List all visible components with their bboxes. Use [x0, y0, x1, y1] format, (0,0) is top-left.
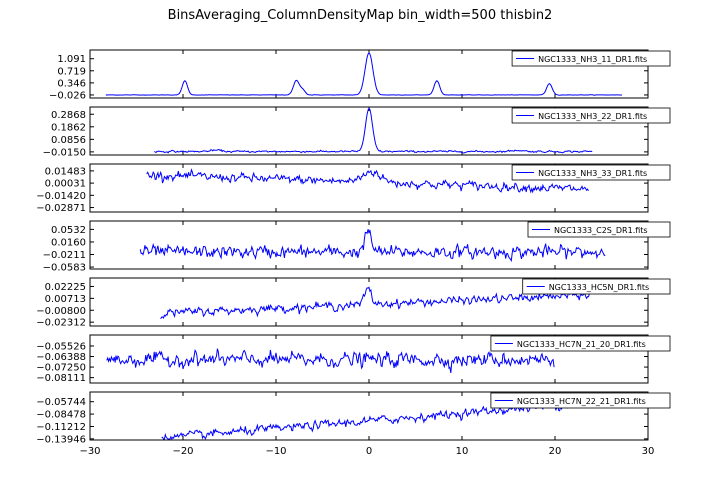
x-tick-label: 10 — [456, 446, 469, 457]
legend-label: NGC1333_NH3_22_DR1.fits — [538, 112, 647, 121]
y-tick-label: −0.05526 — [36, 341, 86, 352]
legend-box — [490, 335, 671, 352]
series-line — [160, 286, 591, 320]
y-tick-label: 0.2868 — [51, 110, 86, 121]
figure-title: BinsAveraging_ColumnDensityMap bin_width… — [167, 8, 553, 23]
legend: NGC1333_HC5N_DR1.fits — [522, 278, 671, 295]
y-tick-label: −0.11212 — [36, 422, 86, 433]
y-tick-label: 0.02225 — [45, 282, 86, 293]
legend: NGC1333_NH3_11_DR1.fits — [511, 50, 671, 67]
legend-box — [511, 164, 671, 181]
y-tick-label: −0.08478 — [36, 410, 86, 421]
legend-label: NGC1333_HC7N_21_20_DR1.fits — [517, 340, 646, 349]
y-tick-label: −0.08111 — [36, 373, 86, 384]
y-tick-label: −0.0150 — [43, 147, 86, 158]
y-tick-label: −0.13946 — [36, 434, 86, 445]
y-tick-label: −0.06388 — [36, 352, 86, 363]
y-tick-label: 0.1862 — [51, 122, 86, 133]
legend: NGC1333_HC7N_21_20_DR1.fits — [490, 335, 671, 352]
y-tick-label: −0.02871 — [36, 203, 86, 214]
legend-box — [511, 50, 671, 67]
y-tick-label: 0.719 — [57, 66, 86, 77]
series-line — [106, 348, 555, 373]
series-line — [153, 107, 593, 154]
legend-label: NGC1333_NH3_11_DR1.fits — [538, 55, 647, 64]
y-tick-label: −0.026 — [49, 90, 86, 101]
y-tick-label: 0.0160 — [51, 237, 86, 248]
y-tick-label: 0.346 — [57, 78, 86, 89]
legend-box — [522, 278, 671, 295]
legend-box — [511, 107, 671, 124]
y-tick-label: 0.00031 — [45, 179, 86, 190]
legend: NGC1333_NH3_33_DR1.fits — [511, 164, 671, 181]
legend: NGC1333_HC7N_22_21_DR1.fits — [490, 392, 671, 409]
y-tick-label: 0.00713 — [45, 294, 86, 305]
x-tick-label: −10 — [265, 446, 286, 457]
y-tick-label: 0.0532 — [51, 225, 86, 236]
series-line — [139, 229, 606, 263]
legend-label: NGC1333_NH3_33_DR1.fits — [538, 169, 647, 178]
x-tick-label: 0 — [366, 446, 372, 457]
x-tick-label: 20 — [549, 446, 562, 457]
legend: NGC1333_NH3_22_DR1.fits — [511, 107, 671, 124]
y-tick-label: 0.0856 — [51, 135, 86, 146]
legend-label: NGC1333_HC5N_DR1.fits — [549, 283, 650, 292]
legend-box — [527, 221, 671, 238]
panel-7: −0.13946−0.11212−0.08478 −0.05744 NGC1333_… — [36, 391, 671, 445]
y-tick-label: −0.0211 — [43, 250, 86, 261]
series-line — [146, 168, 589, 194]
y-tick-label: −0.0583 — [43, 263, 86, 274]
legend: NGC1333_C2S_DR1.fits — [527, 221, 671, 238]
y-tick-label: −0.01420 — [36, 191, 86, 202]
legend-label: NGC1333_C2S_DR1.fits — [554, 226, 648, 235]
x-tick-label: −20 — [172, 446, 193, 457]
series-line — [161, 399, 591, 441]
y-tick-label: 0.01483 — [45, 166, 86, 177]
panel-6: −0.08111−0.07250−0.06388−0.05526 NGC1333_… — [36, 334, 671, 384]
legend-label: NGC1333_HC7N_22_21_DR1.fits — [517, 397, 646, 406]
y-tick-label: −0.00800 — [36, 306, 86, 317]
y-tick-label: −0.02312 — [36, 318, 86, 329]
y-tick-label: 1.091 — [57, 54, 86, 65]
series-line — [105, 52, 622, 96]
x-tick-label: 30 — [642, 446, 655, 457]
y-tick-label: −0.05744 — [36, 397, 86, 408]
legend-box — [490, 392, 671, 409]
y-tick-label: −0.07250 — [36, 363, 86, 374]
x-tick-label: −30 — [79, 446, 100, 457]
